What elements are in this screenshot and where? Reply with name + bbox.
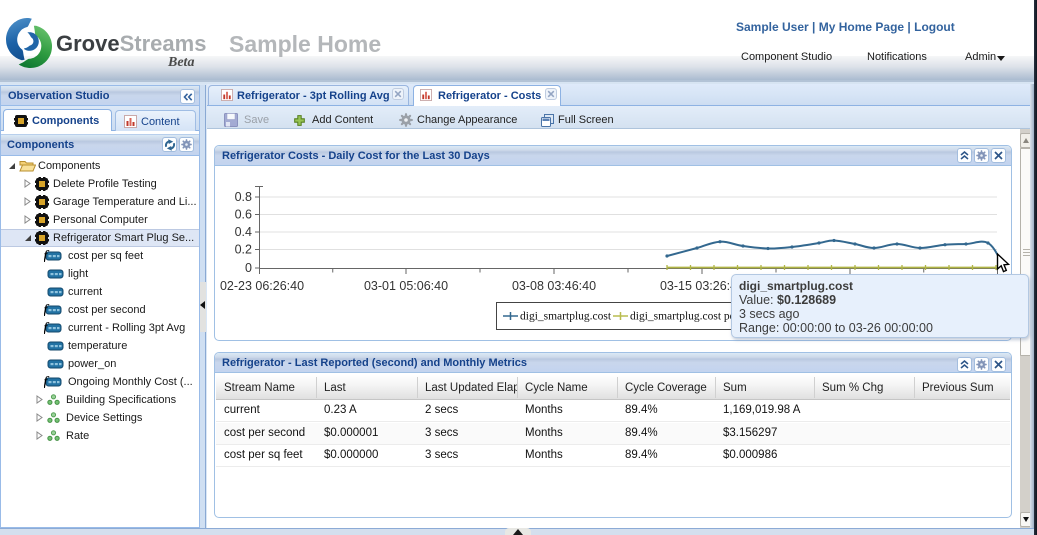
svg-text:0: 0	[245, 261, 252, 275]
svg-text:digi_smartplug.cost per se: digi_smartplug.cost per se	[630, 311, 751, 323]
svg-text:03-08 03:46:40: 03-08 03:46:40	[512, 279, 596, 293]
svg-text:03-15 03:26:40: 03-15 03:26:40	[660, 279, 744, 293]
svg-text:03-01 05:06:40: 03-01 05:06:40	[364, 279, 448, 293]
svg-text:0.8: 0.8	[235, 190, 252, 204]
svg-text:02-23 06:26:40: 02-23 06:26:40	[220, 279, 304, 293]
svg-text:f: f	[44, 321, 50, 334]
svg-text:0.6: 0.6	[235, 208, 252, 222]
svg-text:0.4: 0.4	[235, 225, 252, 239]
svg-text:f: f	[44, 249, 50, 262]
svg-text:f: f	[44, 303, 50, 316]
svg-text:f: f	[44, 375, 50, 388]
svg-text:0.2: 0.2	[235, 243, 252, 257]
svg-text:digi_smartplug.cost: digi_smartplug.cost	[520, 311, 612, 323]
